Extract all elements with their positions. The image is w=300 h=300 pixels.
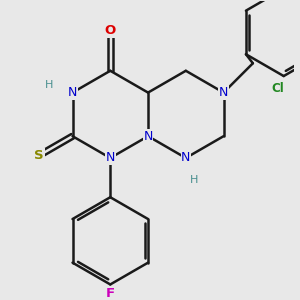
Text: F: F: [106, 287, 115, 300]
Text: Cl: Cl: [271, 82, 284, 95]
Text: N: N: [143, 130, 153, 143]
Text: N: N: [219, 86, 228, 99]
Text: H: H: [45, 80, 53, 90]
Text: S: S: [34, 149, 44, 162]
Text: H: H: [189, 175, 198, 185]
Text: N: N: [68, 86, 77, 99]
Text: N: N: [181, 152, 190, 164]
Text: N: N: [106, 152, 115, 164]
Text: O: O: [105, 24, 116, 37]
